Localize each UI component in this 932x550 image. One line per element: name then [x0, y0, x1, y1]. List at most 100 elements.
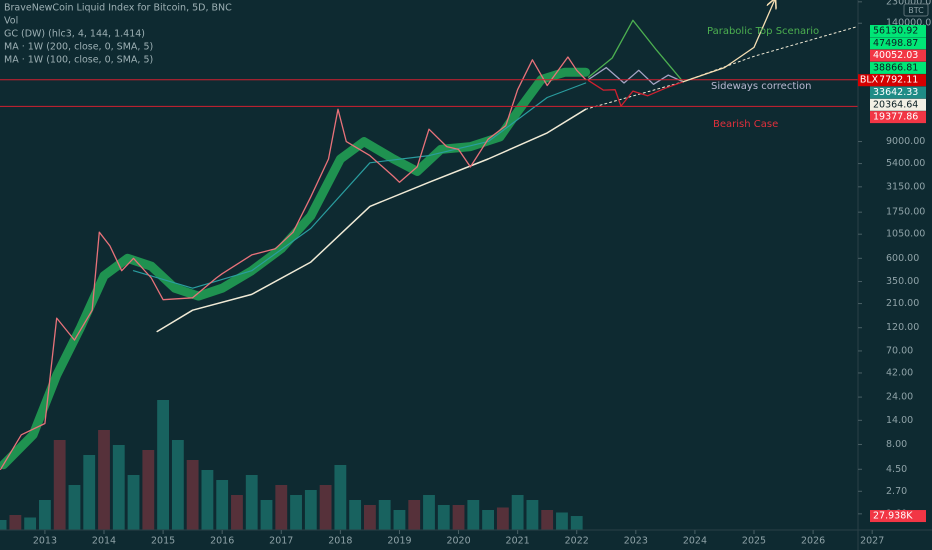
volume-bar: [349, 500, 362, 530]
volume-bar: [0, 520, 7, 530]
volume-bar: [511, 495, 524, 530]
price-label-box: [870, 98, 926, 111]
price-label-box: [870, 86, 926, 99]
x-tick-label: 2021: [506, 536, 530, 547]
annotation: Sideways correction: [711, 81, 812, 92]
plot-area: [0, 19, 858, 530]
volume-bar: [39, 500, 51, 530]
x-tick-label: 2022: [565, 536, 589, 547]
volume-bar: [245, 475, 258, 530]
volume-bar: [157, 400, 169, 530]
series-line: [585, 25, 858, 110]
x-tick-label: 2018: [328, 536, 352, 547]
series-line: [156, 108, 587, 333]
volume-bar: [319, 485, 332, 530]
y-tick-label: 42.00: [886, 367, 913, 378]
volume-label-box: [870, 510, 926, 523]
volume-bar: [541, 510, 554, 530]
volume-bar: [83, 455, 96, 530]
volume-bar: [127, 475, 140, 530]
series-line: [587, 19, 684, 83]
y-tick-label: 210.00: [886, 298, 919, 309]
price-label: 37792.11: [873, 75, 918, 86]
symbol-tag: BLX: [860, 75, 879, 86]
y-tick-label: 5400.00: [886, 158, 925, 169]
header-title: BraveNewCoin Liquid Index for Bitcoin, 5…: [4, 3, 232, 14]
symbol-tag-box: [858, 74, 880, 87]
x-tick-label: 2020: [446, 536, 470, 547]
x-tick-label: 2016: [210, 536, 234, 547]
volume-bar: [275, 485, 288, 530]
price-label: 19377.86: [873, 112, 918, 123]
volume-bar: [231, 495, 243, 530]
volume-bar: [24, 517, 37, 530]
header-indicator: MA · 1W (200, close, 0, SMA, 5): [4, 42, 153, 53]
volume-bar: [142, 450, 155, 530]
volume-bar: [171, 440, 184, 530]
volume-bar: [260, 500, 273, 530]
y-tick-label: 120.00: [886, 322, 919, 333]
price-label: 47498.87: [873, 38, 918, 49]
volume-bar: [423, 495, 435, 530]
volume-bar: [437, 505, 450, 530]
volume-bar: [467, 500, 480, 530]
overlay: 2013 2014 2015 2016 2017 2018 2019 2020 2021 2022…: [33, 0, 932, 547]
price-label-box: [870, 74, 926, 87]
price-label: 56130.92: [873, 26, 918, 37]
price-label-box: [870, 49, 926, 62]
x-tick-label: 2023: [624, 536, 648, 547]
volume-bar: [364, 505, 376, 530]
volume-bar: [482, 510, 494, 530]
y-tick-label: 9000.00: [886, 136, 925, 147]
x-tick-label: 2027: [860, 536, 884, 547]
y-tick-label: 8.00: [886, 439, 907, 450]
series-line: [0, 56, 587, 470]
x-tick-label: 2014: [92, 536, 116, 547]
volume-bar: [556, 512, 568, 530]
volume-bar: [408, 500, 421, 530]
series-line: [587, 66, 684, 85]
volume-bar: [186, 460, 199, 530]
header-indicator: GC (DW) (hlc3, 4, 144, 1.414): [4, 29, 145, 40]
volume-bar: [334, 465, 347, 530]
y-tick-label: 2.70: [886, 486, 907, 497]
header-volume: Vol: [4, 16, 18, 27]
series-line: [587, 79, 684, 107]
y-tick-label: 600.00: [886, 253, 919, 264]
x-tick-label: 2019: [387, 536, 411, 547]
volume-bar: [53, 440, 66, 530]
volume-bar: [290, 495, 302, 530]
x-tick-label: 2025: [742, 536, 766, 547]
volume-bar: [496, 507, 509, 530]
volume-bar: [378, 500, 391, 530]
x-tick-label: 2017: [269, 536, 293, 547]
y-tick-label: 24.00: [886, 392, 913, 403]
annotation: Parabolic Top Scenario: [707, 26, 819, 37]
series-line: [682, 0, 775, 83]
volume-bar: [68, 485, 81, 530]
price-label: 20364.64: [873, 99, 918, 110]
volume-bar: [216, 480, 229, 530]
volume-bar: [393, 510, 406, 530]
price-label-box: [870, 37, 926, 50]
price-label-box: [870, 25, 926, 37]
x-tick-label: 2024: [683, 536, 707, 547]
annotation: Bearish Case: [713, 119, 778, 130]
volume-bar: [98, 430, 110, 530]
y-tick-label: 1050.00: [886, 229, 925, 240]
volume-bar: [570, 516, 583, 530]
price-label: 38866.81: [873, 62, 918, 73]
volume-bar: [526, 500, 539, 530]
x-tick-label: 2026: [801, 536, 825, 547]
price-label: 40052.03: [873, 50, 918, 61]
currency-box: [903, 3, 929, 17]
x-tick-label: 2013: [33, 536, 57, 547]
y-tick-label: 140000.00: [886, 18, 932, 29]
y-tick-label: 3150.00: [886, 181, 925, 192]
series-line: [132, 82, 587, 289]
y-tick-label: 1750.00: [886, 207, 925, 218]
volume-bar: [452, 505, 465, 530]
currency: BTC: [908, 6, 924, 15]
volume-bar: [304, 490, 317, 530]
